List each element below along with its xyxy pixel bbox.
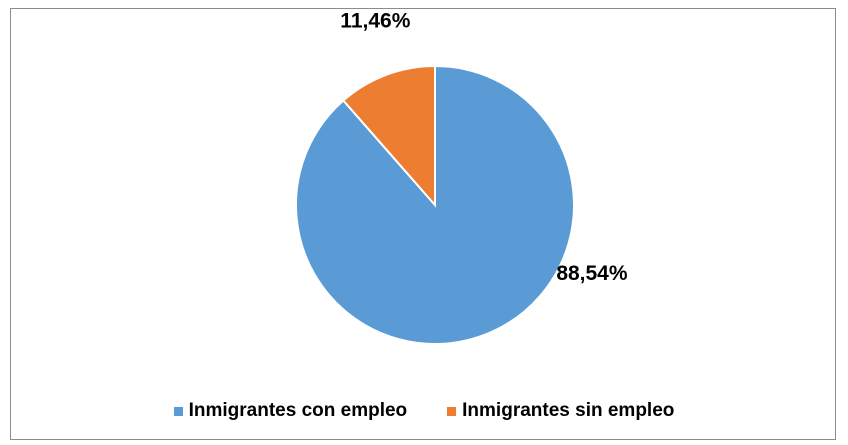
legend-swatch-con-empleo [173, 406, 183, 416]
data-label-con-empleo: 88,54% [556, 262, 628, 285]
pie-data-labels: 88,54% 11,46% [340, 9, 628, 285]
legend-label-con-empleo: Inmigrantes con empleo [188, 400, 408, 421]
pie-slice-con-empleo [295, 64, 575, 345]
legend-label-sin-empleo: Inmigrantes sin empleo [462, 400, 675, 421]
legend: Inmigrantes con empleo Inmigrantes sin e… [0, 400, 848, 422]
legend-swatch-sin-empleo [447, 406, 457, 416]
pie-slice-sin-empleo [341, 64, 436, 208]
legend-item-sin-empleo: Inmigrantes sin empleo [447, 400, 674, 422]
pie-slices [295, 64, 575, 345]
data-label-sin-empleo: 11,46% [340, 9, 410, 32]
legend-item-con-empleo: Inmigrantes con empleo [173, 400, 408, 422]
